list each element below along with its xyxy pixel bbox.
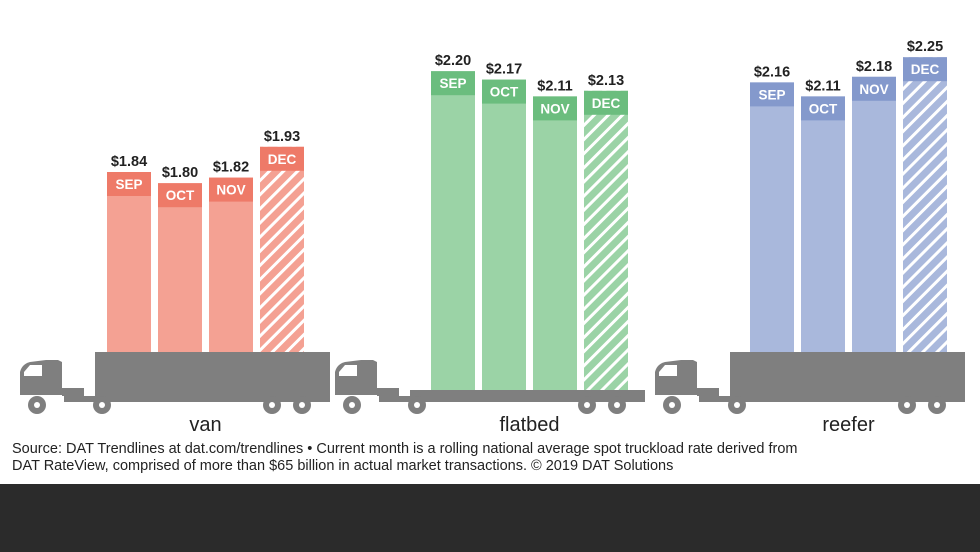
bar-van-oct xyxy=(158,183,202,352)
month-tag-flatbed-oct xyxy=(482,79,526,104)
group-labels-layer: van flatbed reefer xyxy=(189,414,875,436)
bar-reefer-oct xyxy=(801,96,845,353)
value-label-reefer-nov: $2.18 xyxy=(856,59,892,75)
truck-hubcap xyxy=(34,402,40,408)
truck-hitch xyxy=(697,388,719,396)
bar-van-dec xyxy=(260,146,304,352)
month-label-flatbed-dec: DEC xyxy=(592,96,621,111)
bar-flatbed-dec xyxy=(584,90,628,391)
month-tag-reefer-dec xyxy=(903,57,947,82)
truck-chassis xyxy=(699,396,965,402)
value-label-flatbed-dec: $2.13 xyxy=(588,73,624,89)
truck-icon xyxy=(655,352,965,414)
source-line-2: DAT RateView, comprised of more than $65… xyxy=(12,458,674,474)
truck-hubcap xyxy=(669,402,675,408)
group-label-van: van xyxy=(189,414,221,436)
bottom-bar xyxy=(0,484,980,552)
truck-window xyxy=(24,365,42,376)
truck-trailer-flat xyxy=(410,390,645,400)
value-label-reefer-dec: $2.25 xyxy=(907,39,943,55)
value-label-van-nov: $1.82 xyxy=(213,160,249,176)
month-label-van-oct: OCT xyxy=(166,188,195,203)
group-label-reefer: reefer xyxy=(822,414,875,436)
truck-trailer-box xyxy=(730,352,965,396)
month-tag-reefer-sep xyxy=(750,82,794,107)
month-tag-flatbed-sep xyxy=(431,71,475,96)
month-tag-reefer-nov xyxy=(852,76,896,101)
month-tag-van-sep xyxy=(107,172,151,196)
month-label-van-nov: NOV xyxy=(216,183,245,198)
month-label-reefer-dec: DEC xyxy=(911,62,940,77)
source-note: Source: DAT Trendlines at dat.com/trendl… xyxy=(12,441,972,475)
month-tag-van-nov xyxy=(209,177,253,202)
trucks-layer xyxy=(20,352,965,414)
truck-hubcap xyxy=(99,402,105,408)
month-tag-van-dec xyxy=(260,146,304,171)
truck-hubcap xyxy=(349,402,355,408)
truck-icon xyxy=(20,352,330,414)
value-label-flatbed-nov: $2.11 xyxy=(537,78,573,94)
value-label-van-dec: $1.93 xyxy=(264,129,300,145)
bar-flatbed-oct xyxy=(482,79,526,390)
truck-hubcap xyxy=(269,402,275,408)
value-label-flatbed-oct: $2.17 xyxy=(486,62,522,78)
month-label-reefer-nov: NOV xyxy=(859,82,888,97)
month-label-reefer-oct: OCT xyxy=(809,101,838,116)
truck-hitch xyxy=(377,388,399,396)
value-label-van-oct: $1.80 xyxy=(162,165,198,181)
month-tag-van-oct xyxy=(158,183,202,208)
truck-hubcap xyxy=(734,402,740,408)
bar-reefer-dec xyxy=(903,57,947,352)
truck-chassis xyxy=(64,396,330,402)
group-label-flatbed: flatbed xyxy=(499,414,559,436)
value-label-reefer-oct: $2.11 xyxy=(805,78,841,94)
truck-hitch xyxy=(62,388,84,396)
truck-chassis xyxy=(379,396,645,402)
month-label-flatbed-nov: NOV xyxy=(540,101,569,116)
value-label-reefer-sep: $2.16 xyxy=(754,64,790,80)
month-tag-flatbed-nov xyxy=(533,96,577,121)
truck-trailer-box xyxy=(95,352,330,396)
chart-canvas: SEP $1.84 OCT $1.80 NOV $1.82 DEC $1.93 SEP $2.20… xyxy=(0,0,980,484)
month-label-van-dec: DEC xyxy=(268,152,297,167)
source-line-1: Source: DAT Trendlines at dat.com/trendl… xyxy=(12,441,798,457)
month-tag-reefer-oct xyxy=(801,96,845,121)
rate-chart: SEP $1.84 OCT $1.80 NOV $1.82 DEC $1.93 SEP $2.20… xyxy=(20,39,965,436)
truck-hubcap xyxy=(934,402,940,408)
month-label-flatbed-sep: SEP xyxy=(439,76,466,91)
month-label-reefer-sep: SEP xyxy=(758,87,785,102)
bars-layer: SEP $1.84 OCT $1.80 NOV $1.82 DEC $1.93 SEP $2.20… xyxy=(107,39,947,391)
bar-reefer-sep xyxy=(750,82,794,353)
truck-hubcap xyxy=(614,402,620,408)
bar-van-sep xyxy=(107,172,151,352)
month-label-van-sep: SEP xyxy=(115,177,142,192)
truck-window xyxy=(339,365,357,376)
truck-hubcap xyxy=(299,402,305,408)
truck-hubcap xyxy=(584,402,590,408)
truck-hubcap xyxy=(414,402,420,408)
value-label-flatbed-sep: $2.20 xyxy=(435,53,471,69)
truck-hubcap xyxy=(904,402,910,408)
truck-window xyxy=(659,365,677,376)
value-label-van-sep: $1.84 xyxy=(111,154,147,170)
truck-icon xyxy=(335,360,645,414)
bar-reefer-nov xyxy=(852,76,896,353)
bar-flatbed-sep xyxy=(431,71,475,390)
bar-flatbed-nov xyxy=(533,96,577,391)
bar-van-nov xyxy=(209,177,253,352)
month-tag-flatbed-dec xyxy=(584,90,628,115)
month-label-flatbed-oct: OCT xyxy=(490,85,519,100)
